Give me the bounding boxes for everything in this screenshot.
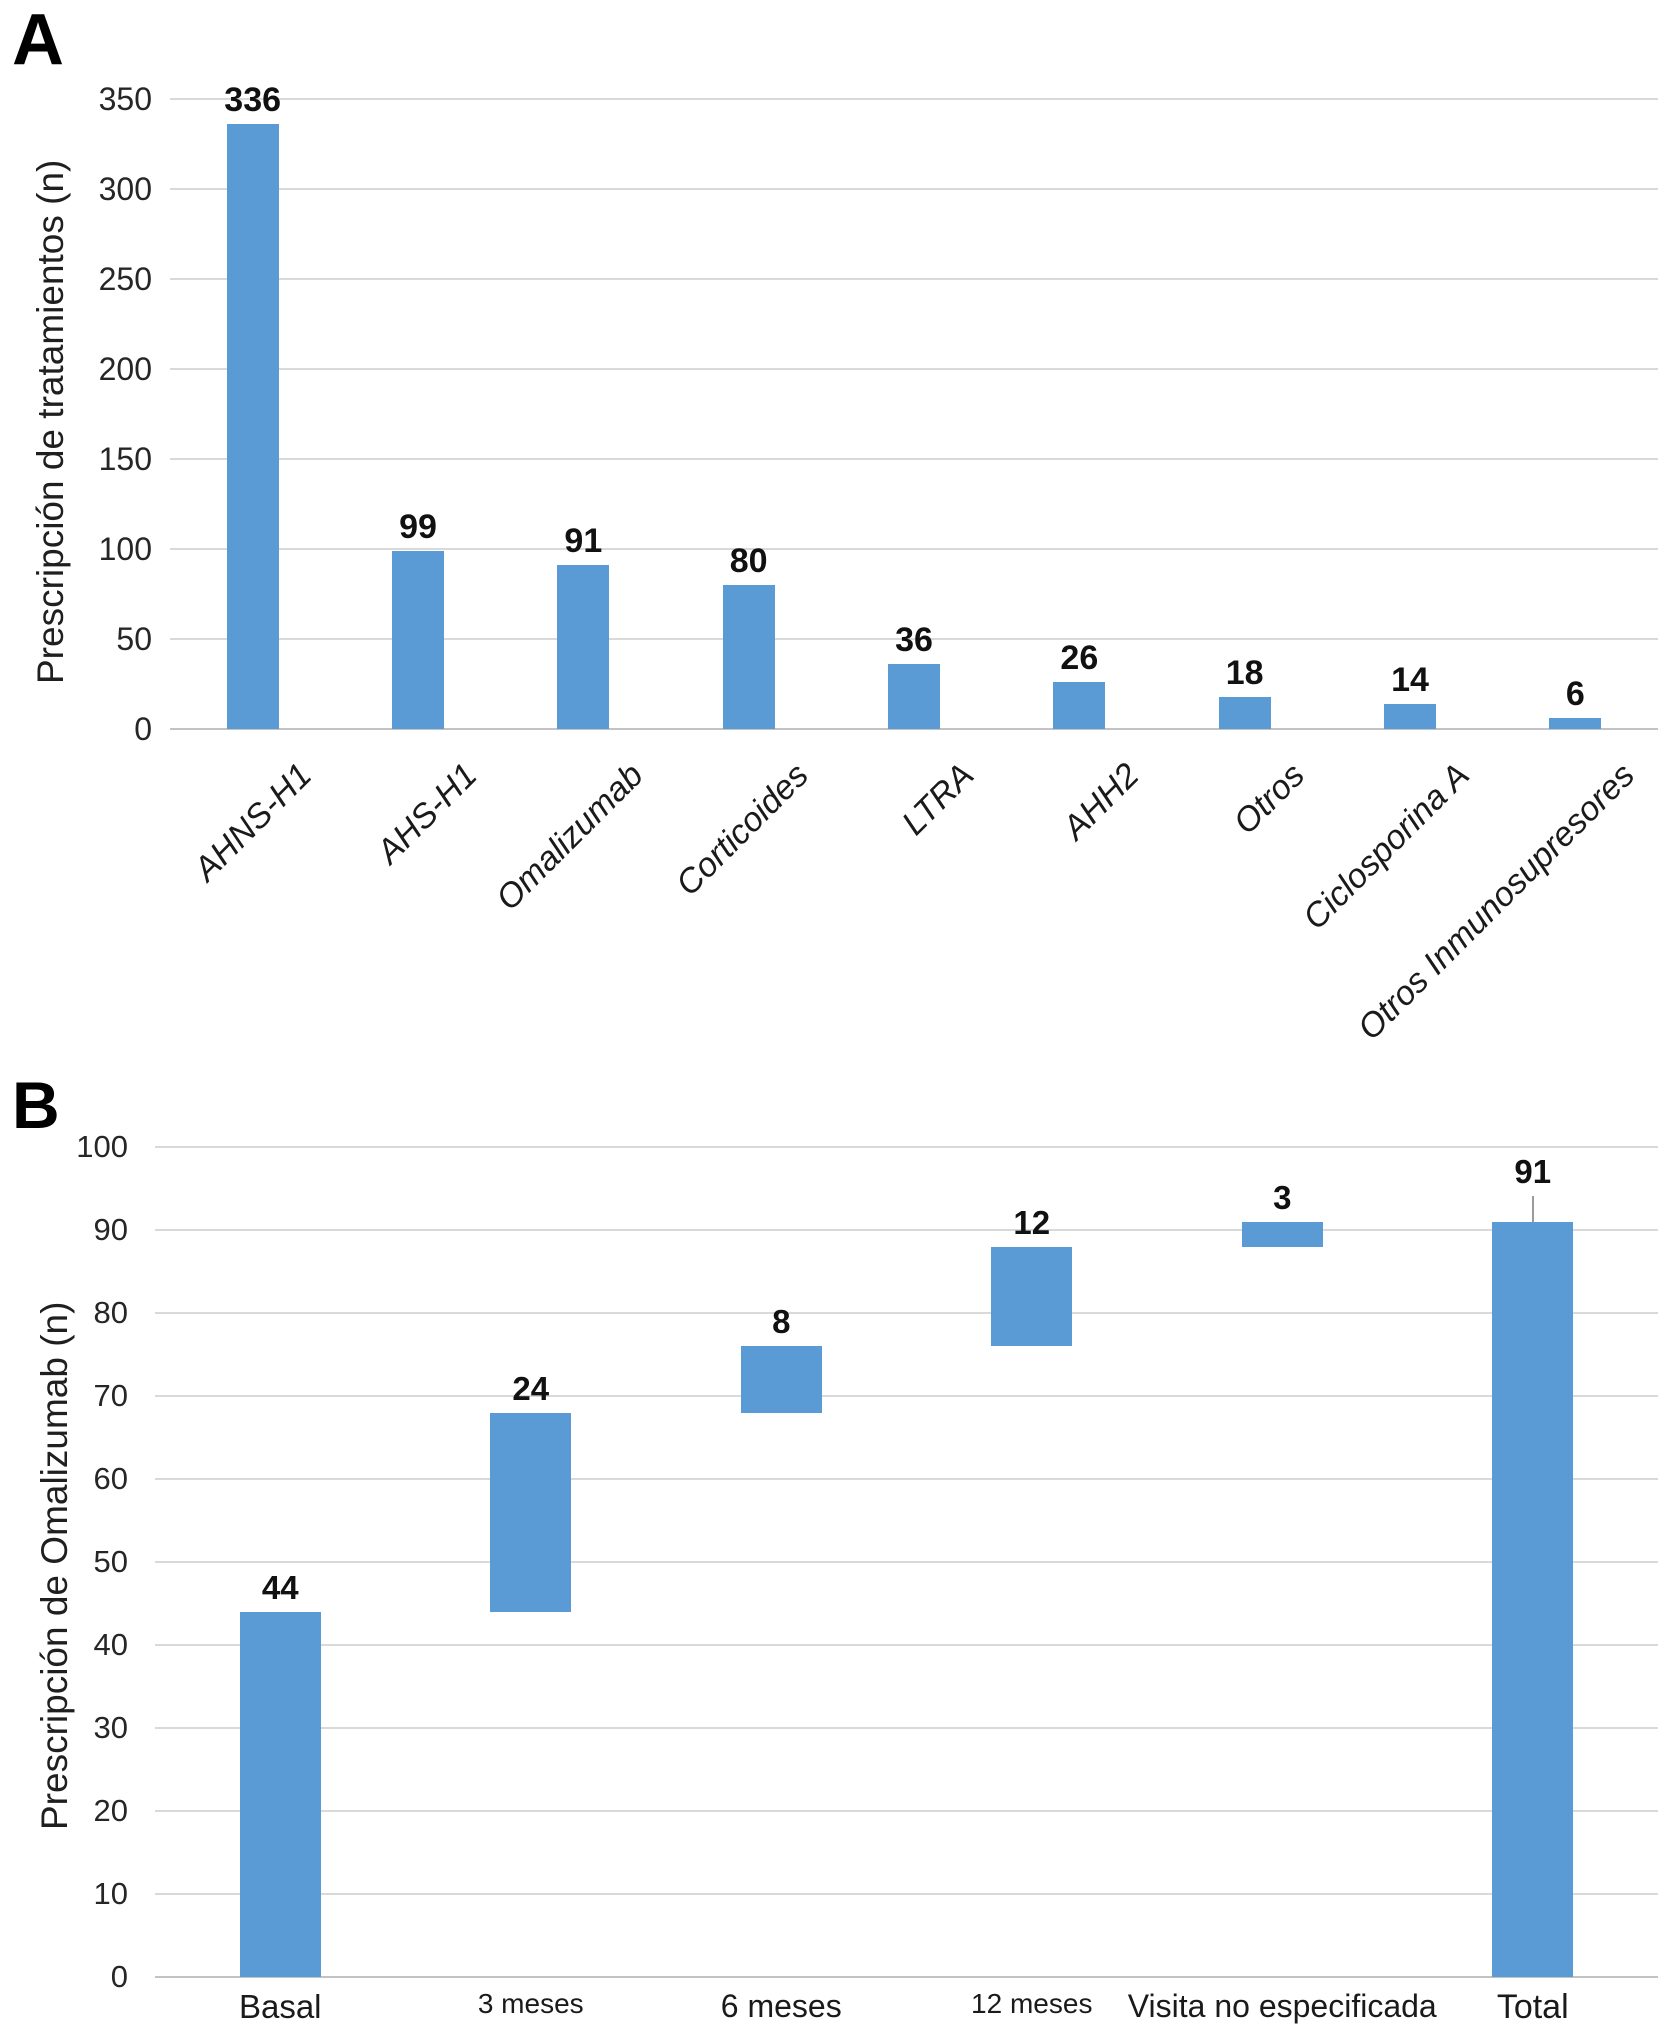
data-label: 14 (1391, 660, 1429, 699)
gridline-10 (155, 1893, 1658, 1895)
x-tick-label: 3 meses (477, 1988, 584, 2019)
y-tick-label: 90 (93, 1212, 128, 1247)
gridline-60 (155, 1478, 1658, 1480)
gridline-70 (155, 1395, 1658, 1397)
x-tick-label: 12 meses (971, 1988, 1093, 2019)
gridline-100 (170, 548, 1658, 550)
bar-3-meses (490, 1412, 572, 1612)
data-label: 12 (1013, 1203, 1051, 1241)
gridline-300 (170, 188, 1658, 190)
y-tick-label: 80 (93, 1295, 128, 1330)
panel-b-letter: B (12, 1068, 60, 1142)
panel-a-letter: A (12, 0, 64, 80)
y-tick-label: 50 (116, 621, 152, 657)
total-leader-line (1531, 1195, 1534, 1222)
data-label: 336 (224, 81, 282, 120)
gridline-250 (170, 278, 1658, 280)
y-tick-label: 10 (93, 1876, 128, 1911)
data-label: 6 (1565, 675, 1585, 714)
y-tick-label: 200 (98, 351, 152, 387)
x-tick-label: Omalizumab (488, 756, 651, 918)
gridline-350 (170, 98, 1658, 100)
data-label: 80 (729, 542, 768, 580)
y-tick-label: 40 (93, 1627, 128, 1662)
bar-ciclosporina-a (1384, 703, 1436, 729)
y-tick-label: 250 (98, 261, 152, 297)
y-tick-label: 60 (93, 1461, 128, 1496)
bar-total (1492, 1221, 1574, 1977)
y-tick-label: 0 (134, 711, 152, 747)
x-tick-label: Ciclosporina A (1295, 756, 1477, 937)
x-tick-label: Otros (1225, 756, 1312, 842)
gridline-150 (170, 458, 1658, 460)
x-tick-label: 6 meses (720, 1988, 842, 2024)
x-tick-label: Visita no especificada (1127, 1988, 1437, 2024)
gridline-50 (170, 638, 1658, 640)
x-tick-label: AHH2 (1055, 756, 1147, 848)
bar-omalizumab (557, 565, 610, 729)
bar-12-meses (991, 1246, 1073, 1347)
gridline-50 (155, 1561, 1658, 1563)
x-tick-label: Basal (238, 1988, 322, 2025)
data-label: 36 (895, 621, 933, 660)
bar-basal (239, 1611, 321, 1977)
bar-6-meses (740, 1346, 822, 1413)
x-tick-label: Total (1496, 1988, 1569, 2026)
bar-corticoides (722, 585, 775, 729)
gridline-0 (155, 1976, 1658, 1978)
data-label: 18 (1225, 653, 1264, 692)
x-tick-label: Otros Inmunosupresores (1350, 756, 1643, 1048)
y-tick-label: 100 (98, 531, 152, 567)
gridline-80 (155, 1312, 1658, 1314)
gridline-20 (155, 1810, 1658, 1812)
y-tick-label: 300 (98, 171, 152, 207)
gridline-40 (155, 1644, 1658, 1646)
bar-otros-inmunosupresores (1549, 718, 1602, 729)
data-label: 99 (399, 507, 437, 546)
gridline-200 (170, 368, 1658, 370)
gridline-0 (170, 728, 1658, 730)
y-tick-label: 0 (110, 1959, 128, 1994)
y-tick-label: 50 (93, 1544, 128, 1579)
y-tick-label: 350 (98, 81, 152, 117)
y-tick-label: 150 (98, 441, 152, 477)
y-tick-label: 20 (93, 1793, 128, 1828)
x-tick-label: Corticoides (668, 756, 816, 904)
bar-ltra (888, 664, 940, 729)
data-label: 44 (261, 1568, 299, 1606)
panel-a-y-axis-title: Prescripción de tratamientos (n) (30, 159, 71, 684)
data-label: 3 (1273, 1178, 1292, 1216)
x-tick-label: AHS-H1 (369, 756, 485, 872)
data-label: 24 (512, 1369, 550, 1407)
bar-visita-no-especificada (1241, 1221, 1323, 1247)
gridline-100 (155, 1146, 1658, 1148)
y-tick-label: 30 (93, 1710, 128, 1745)
bar-ahh2 (1053, 682, 1106, 729)
x-tick-label: AHNS-H1 (187, 756, 320, 889)
x-tick-label: LTRA (894, 756, 981, 843)
y-tick-label: 100 (76, 1129, 128, 1164)
gridline-30 (155, 1727, 1658, 1729)
bar-ahs-h1 (392, 550, 444, 729)
data-label: 26 (1060, 639, 1099, 678)
data-label: 8 (772, 1303, 791, 1341)
data-label: 91 (564, 522, 603, 561)
data-label: 91 (1514, 1152, 1552, 1190)
gridline-90 (155, 1229, 1658, 1231)
bar-ahns-h1 (226, 124, 279, 729)
bar-otros (1218, 696, 1271, 729)
y-tick-label: 70 (93, 1378, 128, 1413)
